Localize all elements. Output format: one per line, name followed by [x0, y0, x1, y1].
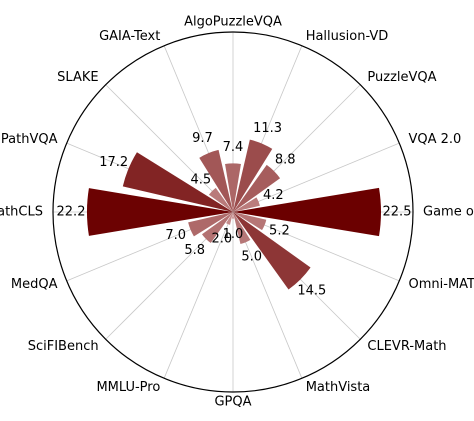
- bar-vqa-2-0: [233, 197, 260, 212]
- grid-spoke: [163, 211, 234, 379]
- value-label: 8.8: [275, 152, 296, 167]
- bar-mmlu-pro: [226, 212, 233, 225]
- bar-algopuzzlevqa: [225, 163, 241, 212]
- value-label: 17.2: [99, 155, 128, 170]
- bar-hallusion-vd: [233, 139, 273, 212]
- bar-gaia-text: [199, 149, 233, 212]
- bar-pathvqa: [122, 152, 233, 212]
- outer-circle: [52, 31, 414, 393]
- value-labels: 7.4 11.3 8.8 4.2 22.5 5.2 14.5 5.0 1.02.0 5.87.0 2…: [57, 121, 412, 298]
- value-label: 5.2: [269, 224, 290, 239]
- category-label: MMLU-Pro: [96, 380, 160, 395]
- value-label: 5.0: [241, 250, 262, 265]
- bar-mathvista: [233, 212, 251, 245]
- category-label: Hallusion-VD: [306, 29, 389, 44]
- category-label: GAIA-Text: [99, 29, 160, 44]
- category-label: MedQA: [11, 277, 58, 292]
- category-label: CLEVR-Math: [367, 339, 446, 354]
- value-label: 2.0: [211, 231, 232, 246]
- category-label: VQA 2.0: [409, 132, 462, 147]
- bar-puzzlevqa: [233, 164, 281, 212]
- value-label: 4.5: [190, 172, 211, 187]
- bar-medqa: [188, 212, 233, 237]
- bar-game-of-24: [233, 187, 381, 237]
- bar-pathcls: [86, 188, 233, 236]
- value-label: 11.3: [253, 121, 282, 136]
- category-label: Omni-MATH: [409, 277, 474, 292]
- category-label: PathVQA: [1, 132, 58, 147]
- category-label: PathCLS: [0, 205, 43, 220]
- value-label: 9.7: [192, 131, 213, 146]
- category-label: SLAKE: [57, 70, 98, 85]
- bar-gpqa: [231, 212, 235, 219]
- bar-scifibench: [201, 212, 233, 244]
- value-label: 4.2: [263, 188, 284, 203]
- category-label: Game of 24: [423, 205, 474, 220]
- bar-slake: [208, 187, 233, 212]
- category-label: MathVista: [306, 380, 371, 395]
- category-label: PuzzleVQA: [367, 70, 436, 85]
- value-label: 22.2: [57, 205, 86, 220]
- value-label: 1.0: [223, 227, 244, 242]
- grid-spoke: [105, 84, 234, 213]
- bars: [86, 139, 381, 290]
- value-label: 14.5: [297, 283, 326, 298]
- category-label: GPQA: [214, 395, 251, 410]
- category-label: AlgoPuzzleVQA: [184, 15, 282, 30]
- value-label: 7.0: [165, 228, 186, 243]
- category-labels: AlgoPuzzleVQA Hallusion-VD PuzzleVQA VQA 2.…: [0, 15, 474, 410]
- bar-omni-math: [233, 212, 267, 231]
- value-label: 22.5: [383, 205, 412, 220]
- value-label: 7.4: [223, 140, 244, 155]
- grid-spoke: [232, 142, 400, 213]
- category-label: SciFIBench: [28, 339, 99, 354]
- bar-clevr-math: [233, 212, 311, 290]
- value-label: 5.8: [184, 243, 205, 258]
